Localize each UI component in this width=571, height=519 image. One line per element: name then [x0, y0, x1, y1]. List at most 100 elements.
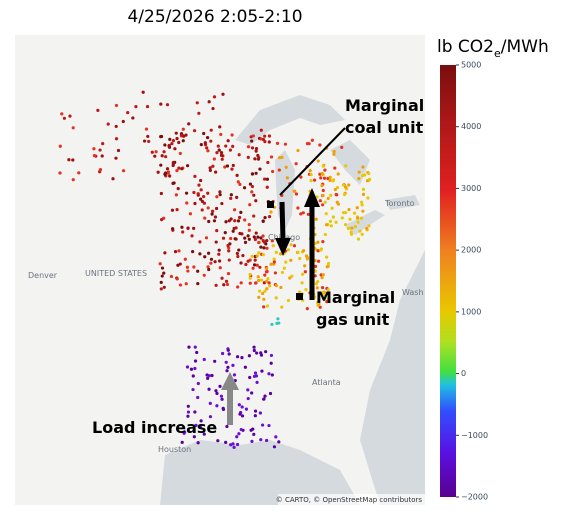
colorbar-tick-label: 1000	[461, 307, 481, 316]
plant-dot	[326, 297, 330, 301]
plant-dot	[215, 404, 219, 408]
plant-dot	[255, 351, 259, 355]
plant-dot	[331, 178, 336, 182]
plant-dot	[187, 345, 191, 349]
plant-dot	[259, 137, 263, 141]
plant-dot	[240, 356, 244, 360]
plant-dot	[218, 384, 222, 389]
plant-dot	[147, 139, 151, 144]
colorbar-tick-label: 2000	[461, 246, 481, 255]
plant-dot	[237, 215, 242, 220]
plant-dot	[198, 252, 202, 256]
plant-dot	[220, 276, 224, 280]
plant-dot	[159, 191, 163, 196]
plant-dot	[274, 296, 278, 300]
plant-dot	[331, 215, 336, 219]
plant-dot	[321, 240, 325, 244]
plant-dot	[209, 261, 213, 265]
plant-dot	[217, 252, 221, 256]
colorbar-title-main: lb CO2	[437, 37, 494, 57]
plant-dot	[215, 150, 219, 155]
plant-dot	[265, 287, 269, 291]
plant-dot	[196, 381, 200, 386]
plant-dot	[227, 352, 231, 356]
plant-dot	[252, 263, 257, 267]
plant-dot	[259, 236, 263, 240]
plant-dot	[121, 119, 125, 124]
plant-dot	[171, 181, 175, 185]
plant-dot	[267, 281, 271, 285]
plant-dot	[175, 168, 179, 173]
plant-dot	[208, 168, 212, 172]
plant-dot	[255, 380, 259, 384]
plant-dot	[159, 102, 163, 106]
plant-dot	[305, 141, 310, 146]
plant-dot	[256, 235, 260, 239]
plant-dot	[160, 274, 164, 278]
plant-dot	[236, 285, 240, 289]
plant-dot	[319, 176, 323, 180]
plant-dot	[252, 374, 257, 378]
plant-dot	[320, 184, 324, 188]
plant-dot	[199, 197, 203, 201]
plant-dot	[159, 287, 163, 291]
colorbar-tick-label: 0	[461, 369, 466, 378]
plant-dot	[229, 196, 233, 201]
plant-dot	[212, 157, 216, 161]
plant-dot	[225, 369, 229, 373]
plant-dot	[317, 259, 321, 263]
map-label: UNITED STATES	[85, 269, 147, 278]
plant-dot	[303, 270, 307, 274]
plant-dot	[210, 212, 214, 216]
plant-dot	[329, 224, 333, 228]
plant-dot	[306, 212, 311, 216]
plant-dot	[211, 164, 215, 168]
plant-dot	[165, 167, 170, 171]
plant-dot	[240, 405, 244, 409]
plant-dot	[164, 155, 168, 159]
plant-dot	[165, 103, 170, 107]
plant-dot	[197, 183, 201, 187]
plant-dot	[269, 361, 273, 365]
plant-dot	[116, 148, 121, 153]
plant-dot	[199, 419, 203, 423]
plant-dot	[178, 151, 182, 156]
plant-dot	[213, 215, 218, 219]
plant-dot	[246, 234, 250, 238]
plant-dot	[280, 155, 284, 159]
plant-dot	[175, 208, 179, 212]
plant-dot	[360, 203, 364, 207]
plant-dot	[309, 179, 313, 183]
plant-dot	[265, 304, 270, 308]
plant-dot	[267, 423, 271, 428]
plant-dot	[170, 141, 174, 146]
plant-dot	[353, 224, 357, 229]
plant-dot	[365, 226, 369, 231]
plant-dot	[323, 232, 327, 237]
pointer-line	[279, 127, 346, 196]
plant-dot	[205, 373, 209, 377]
plant-dot	[217, 148, 221, 152]
plant-dot	[214, 283, 218, 287]
plant-dot	[250, 391, 254, 395]
plant-dot	[153, 154, 157, 158]
plant-dot	[60, 112, 64, 116]
plant-dot	[260, 369, 264, 373]
plant-dot	[187, 122, 191, 126]
plant-dot	[318, 143, 322, 147]
plant-dot	[252, 345, 256, 349]
plant-dot	[235, 173, 239, 177]
plant-dot	[264, 242, 268, 246]
plant-dot	[224, 279, 229, 283]
plant-dot	[322, 294, 326, 298]
colorbar-title: lb CO2e/MWh	[437, 37, 549, 60]
plant-dot	[253, 371, 258, 375]
plant-dot	[358, 229, 362, 233]
plant-dot	[206, 251, 211, 255]
plant-dot	[235, 195, 239, 199]
plant-dot	[335, 186, 340, 190]
plant-dot	[206, 191, 210, 195]
plant-dot	[214, 389, 218, 393]
plant-dot	[239, 210, 243, 214]
plant-dot	[225, 282, 230, 287]
